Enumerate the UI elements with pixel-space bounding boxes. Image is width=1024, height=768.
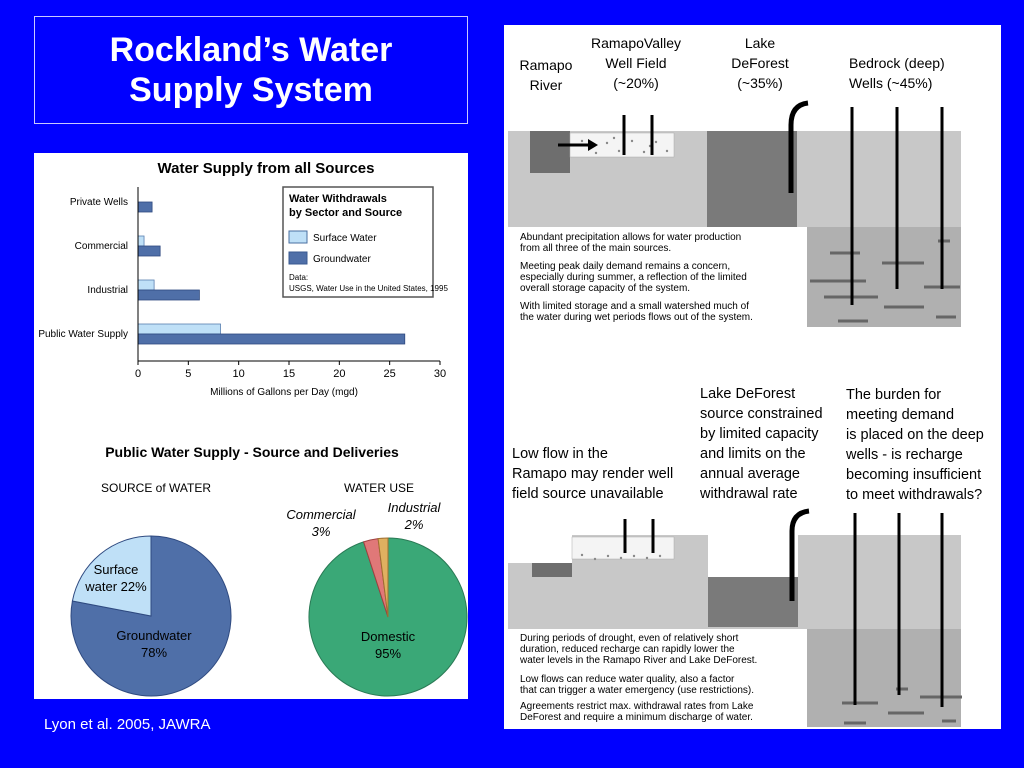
legend-title-line-2: by Sector and Source [289, 207, 402, 219]
pie-use-title: WATER USE [344, 481, 414, 495]
bar-groundwater [137, 245, 161, 257]
top-note-2: Meeting peak daily demand remains a conc… [520, 261, 747, 294]
x-tick-label: 15 [283, 368, 295, 380]
slide-title: Rockland’s Water Supply System [109, 31, 393, 109]
label-ramapo-river: Ramapo River [520, 57, 573, 93]
diagram-svg: Ramapo River RamapoValley Well Field (~20%) L… [508, 35, 984, 727]
x-tick-label: 0 [135, 368, 141, 380]
pie-slice-industrial [377, 537, 389, 618]
legend-note-line-2: USGS, Water Use in the United States, 19… [289, 284, 448, 293]
lake-intake-pipe-bottom [789, 508, 810, 601]
lake-intake-pipe-top [788, 100, 809, 193]
bottom-ground [508, 508, 962, 727]
slide-title-box: Rockland’s Water Supply System [34, 16, 468, 124]
pie-section-title: Public Water Supply - Source and Deliver… [105, 444, 399, 460]
well-field-dots-bottom [580, 553, 662, 561]
bar-surface-water [137, 235, 145, 247]
pie-label-groundwater: Groundwater 78% [116, 628, 192, 660]
pie-label-domestic: Domestic 95% [361, 629, 416, 661]
bar-surface-water [137, 323, 221, 335]
legend-title-line-1: Water Withdrawals [289, 193, 387, 205]
pie-slice-surface-water [71, 535, 152, 617]
bar-category-label: Commercial [75, 241, 128, 252]
diagram-panel: Ramapo River RamapoValley Well Field (~20%) L… [504, 25, 1001, 729]
bar-chart-title: Water Supply from all Sources [158, 160, 375, 177]
bottom-notes-box [508, 629, 807, 725]
chart-svg: Water Supply from all Sources Private We… [38, 160, 468, 697]
flow-arrow-head [588, 139, 598, 151]
x-tick-label: 30 [434, 368, 446, 380]
well-field-bottom [571, 536, 675, 560]
label-low-flow: Low flow in the Ramapo may render well fie… [512, 446, 673, 502]
label-lake-constrained: Lake DeForest source constrained by limite… [699, 386, 823, 502]
label-lake-deforest: Lake DeForest (~35%) [731, 35, 789, 91]
x-tick-label: 5 [185, 368, 191, 380]
bottom-note-1: During periods of drought, even of relat… [519, 633, 757, 666]
bar-legend: Water Withdrawals by Sector and Source S… [282, 186, 448, 298]
bar-category-label: Private Wells [70, 197, 128, 208]
label-bedrock-wells: Bedrock (deep) Wells (~45%) [849, 55, 945, 91]
chart-panel: Water Supply from all Sources Private We… [34, 153, 468, 699]
legend-note-line-1: Data: [289, 273, 308, 282]
legend-swatch-ground [288, 251, 308, 265]
top-note-3: With limited storage and a small watersh… [520, 301, 753, 323]
lake-deforest-bottom [708, 577, 798, 627]
top-ground [508, 100, 961, 327]
ramapo-river-bottom [532, 563, 572, 577]
legend-label-surface: Surface Water [313, 233, 377, 244]
bottom-labels: Low flow in the Ramapo may render well fie… [512, 386, 984, 503]
x-tick-label: 10 [233, 368, 245, 380]
x-tick-label: 20 [333, 368, 345, 380]
bottom-notes: During periods of drought, even of relat… [519, 633, 757, 723]
bottom-note-2: Low flows can reduce water quality, also… [520, 674, 754, 696]
bar-groundwater [137, 289, 200, 301]
bottom-note-3: Agreements restrict max. withdrawal rate… [520, 701, 754, 723]
bar-surface-water [137, 279, 155, 291]
top-note-1: Abundant precipitation allows for water … [520, 232, 741, 254]
top-labels: Ramapo River RamapoValley Well Field (~20%) L… [520, 35, 945, 93]
pie-source-title: SOURCE of WATER [101, 481, 211, 495]
top-notes-box [508, 227, 807, 327]
bar-groundwater [137, 333, 406, 345]
pie-label-industrial: Industrial 2% [388, 500, 442, 532]
bar-x-label: Millions of Gallons per Day (mgd) [210, 387, 358, 398]
bar-category-label: Industrial [87, 285, 128, 296]
label-well-field: RamapoValley Well Field (~20%) [591, 35, 681, 91]
bar-category-label: Public Water Supply [38, 329, 128, 340]
label-deep-wells-burden: The burden for meeting demand is placed on… [845, 387, 984, 503]
ramapo-river-top [530, 131, 570, 173]
citation: Lyon et al. 2005, JAWRA [44, 716, 211, 733]
pie-label-surface-water: Surface water 22% [84, 562, 147, 594]
top-notes: Abundant precipitation allows for water … [520, 232, 753, 323]
well-field-top [569, 132, 675, 158]
bar-groundwater [137, 201, 153, 213]
pie-label-commercial: Commercial 3% [286, 507, 356, 539]
lake-deforest-top [707, 131, 797, 227]
legend-label-ground: Groundwater [313, 254, 371, 265]
legend-swatch-surface [288, 230, 308, 244]
x-tick-label: 25 [384, 368, 396, 380]
